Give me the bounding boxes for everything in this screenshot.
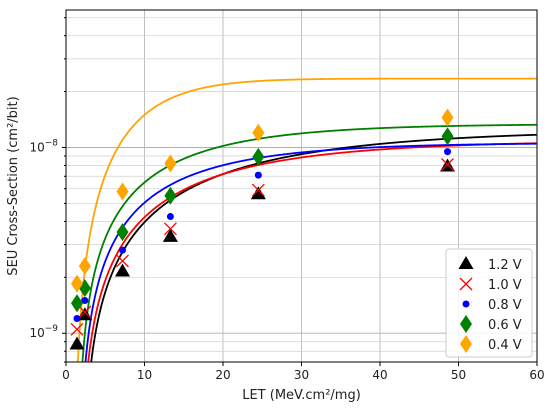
axis-ticks: 0 10 20 30 40 50 60 10−9 10−8 bbox=[29, 17, 545, 382]
data-point-stroke bbox=[78, 305, 92, 319]
y-axis-title: SEU Cross-Section (cm²/bit) bbox=[6, 96, 21, 275]
x-tick-label: 40 bbox=[372, 368, 387, 382]
data-points bbox=[69, 108, 456, 350]
legend-label: 1.0 V bbox=[488, 278, 522, 293]
legend-marker bbox=[460, 335, 472, 353]
legend-marker bbox=[459, 277, 473, 291]
x-tick-label: 30 bbox=[294, 368, 309, 382]
data-point bbox=[78, 257, 91, 276]
fit-curve-12 bbox=[90, 133, 537, 362]
data-point-stroke bbox=[116, 254, 129, 268]
fit-curves bbox=[76, 77, 537, 362]
data-point bbox=[69, 336, 85, 350]
legend-label: 1.2 V bbox=[488, 258, 522, 273]
x-tick-label: 0 bbox=[62, 368, 70, 382]
legend: 1.2 V 1.0 V 0.8 V 0.6 V 0.4 V bbox=[445, 248, 533, 358]
data-point-stroke bbox=[251, 183, 265, 197]
data-point bbox=[252, 147, 265, 166]
data-point bbox=[251, 183, 265, 197]
y-tick-label: 10−9 bbox=[29, 324, 58, 340]
data-point bbox=[119, 246, 127, 254]
data-point bbox=[162, 228, 178, 242]
data-point bbox=[78, 305, 92, 319]
data-point bbox=[73, 315, 81, 323]
x-tick-label: 10 bbox=[137, 368, 152, 382]
data-point-stroke bbox=[70, 322, 84, 336]
data-point bbox=[441, 158, 454, 171]
y-tick-label: 10−8 bbox=[29, 139, 58, 155]
data-point bbox=[81, 297, 89, 305]
fit-curve-08 bbox=[84, 142, 537, 362]
data-point bbox=[70, 322, 84, 336]
legend-marker bbox=[460, 315, 472, 333]
data-point bbox=[254, 171, 262, 179]
legend-label: 0.8 V bbox=[488, 298, 522, 313]
data-point bbox=[441, 108, 454, 127]
data-point bbox=[250, 186, 266, 200]
fit-curve-04 bbox=[76, 77, 537, 362]
data-point-stroke bbox=[163, 222, 177, 236]
data-point bbox=[163, 222, 177, 236]
x-axis-title: LET (MeV.cm²/mg) bbox=[242, 388, 361, 403]
data-point bbox=[441, 127, 454, 146]
legend-marker bbox=[462, 300, 470, 308]
legend-label: 0.4 V bbox=[488, 338, 522, 353]
data-point bbox=[164, 154, 177, 173]
data-point bbox=[70, 294, 83, 313]
data-point bbox=[116, 254, 129, 268]
data-point bbox=[166, 213, 174, 221]
data-point bbox=[70, 274, 83, 293]
x-tick-label: 50 bbox=[451, 368, 466, 382]
data-point bbox=[116, 182, 129, 201]
data-point-stroke bbox=[441, 158, 454, 171]
data-point bbox=[252, 123, 265, 142]
fit-curve-06 bbox=[81, 123, 537, 362]
data-point bbox=[444, 148, 452, 156]
data-point bbox=[164, 186, 177, 205]
data-point bbox=[77, 307, 93, 321]
legend-label: 0.6 V bbox=[488, 318, 522, 333]
x-tick-label: 20 bbox=[215, 368, 230, 382]
legend-marker-stroke bbox=[459, 277, 473, 291]
data-point bbox=[115, 263, 131, 277]
x-tick-label: 60 bbox=[529, 368, 544, 382]
data-point bbox=[116, 223, 129, 242]
legend-marker bbox=[458, 256, 474, 269]
